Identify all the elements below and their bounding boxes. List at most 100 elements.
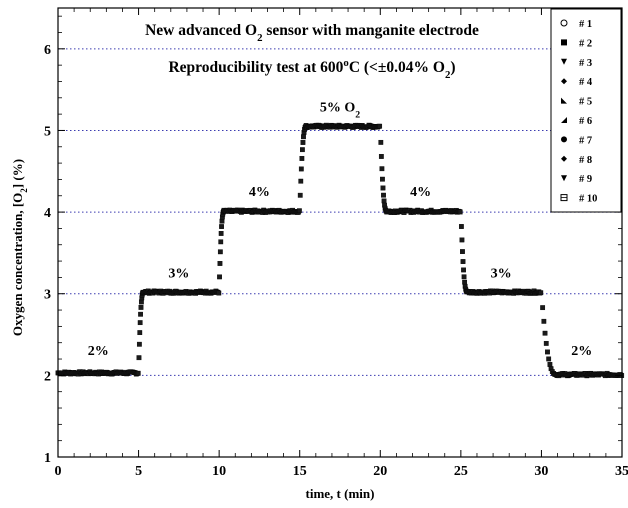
y-tick-label: 1 [44,451,51,466]
legend-marker [561,39,567,46]
legend-entry: # 2 [561,38,592,49]
legend-entry: # 5 [561,97,592,108]
data-point [460,249,465,254]
data-point [301,134,306,140]
data-point [137,330,143,336]
data-point [542,330,548,336]
data-point [300,147,305,153]
data-point [381,192,386,198]
legend-marker [561,155,567,162]
level-label: 4% [249,185,270,200]
data-point [138,305,144,310]
legend-label: # 4 [579,77,593,88]
data-point [381,198,387,204]
axis-ticks [57,8,623,458]
legend-entry: # 8 [561,155,592,166]
data-point [136,355,142,361]
data-point [457,209,463,215]
data-point [297,192,303,198]
data-point [461,267,466,273]
data-point [137,320,143,326]
data-point [299,156,305,161]
y-axis-title: Oxygen concentration, [O2] (%) [10,159,29,336]
legend-marker [561,97,567,104]
data-point [219,218,225,224]
data-point [138,311,143,317]
data-point [543,340,549,346]
legend-marker [561,58,567,65]
legend-entry: # 4 [561,77,593,88]
legend-label: # 9 [579,174,592,185]
level-label: 3% [491,266,512,281]
data-point [136,341,142,347]
data-point [378,154,384,159]
legend-marker [561,136,567,143]
data-point [218,231,224,236]
data-point [296,208,302,214]
legend-entry: # 3 [561,58,592,69]
x-axis-title: time, t (min) [306,486,375,501]
data-point [540,305,546,311]
level-annotations: 2% 3% 4% 5% O2 4% 3% 2% [88,101,592,359]
data-point [461,274,467,280]
data-point [298,166,304,172]
data-point [300,140,306,145]
legend-entry: # 7 [561,135,592,146]
level-label: 3% [168,266,189,281]
data-point [217,274,222,280]
data-point [217,249,223,255]
tick-labels: 0 5 10 15 20 25 30 35 1 2 3 4 5 6 [44,43,628,479]
data-point [545,349,550,355]
y-tick-label: 5 [44,124,51,139]
data-point [546,356,552,362]
level-label: 4% [410,185,431,200]
data-point [462,279,468,285]
data-point [538,290,544,296]
legend-entry: # 9 [561,174,592,185]
legend-label: # 8 [579,155,592,166]
data-points [55,122,625,379]
x-tick-label: 5 [135,464,142,479]
grid-lines [58,48,622,376]
legend-entry: # 10 [560,194,597,205]
data-point [459,237,465,243]
legend-entry: # 1 [560,19,592,30]
data-point [135,370,141,376]
level-label: 2% [571,344,592,359]
data-point [380,176,385,182]
legend-marker [561,175,567,182]
legend-label: # 3 [579,58,592,69]
data-point [378,139,384,145]
y-tick-label: 2 [44,369,51,384]
x-tick-label: 25 [454,464,468,479]
level-label: 5% O2 [320,101,360,121]
legend-label: # 5 [579,97,592,108]
x-tick-label: 10 [212,464,226,479]
data-point [298,178,304,184]
level-label: 2% [88,344,109,359]
data-point [219,224,224,229]
data-point [377,123,383,129]
data-point [217,261,223,266]
x-tick-label: 20 [373,464,387,479]
x-tick-label: 0 [55,464,62,479]
legend: # 1 # 2 # 3 # 4 # 5 # 6 # 7 # 8 # 9 # 10 [550,8,622,213]
data-point [541,318,547,324]
data-point [547,362,553,367]
legend-label: # 2 [579,38,592,49]
x-tick-label: 15 [293,464,307,479]
legend-marker [560,19,568,27]
data-point [379,166,385,172]
plot-frame [57,7,623,458]
data-point [460,259,466,264]
legend-marker [561,78,567,85]
data-point [380,185,386,191]
legend-label: # 6 [579,116,592,127]
chart-title-line-2: Reproducibility test at 600oC (<±0.04% O… [168,57,455,81]
x-tick-label: 35 [615,464,628,479]
data-point [216,290,222,296]
y-tick-label: 6 [44,43,51,58]
data-point [458,224,464,229]
legend-label: # 10 [579,194,597,205]
